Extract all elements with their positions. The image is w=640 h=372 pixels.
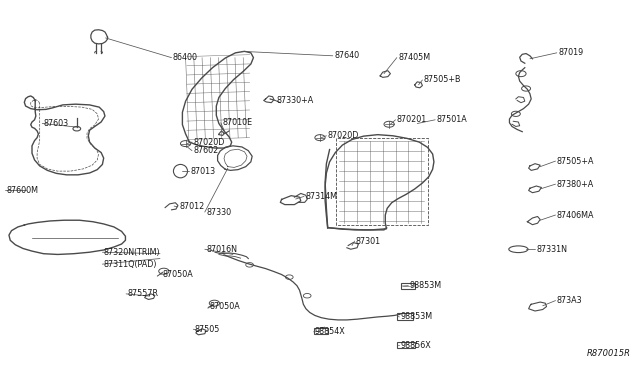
Text: R870015R: R870015R (586, 349, 630, 358)
Text: 87405M: 87405M (398, 53, 430, 62)
Text: 87020D: 87020D (328, 131, 359, 140)
Text: 87640: 87640 (334, 51, 359, 60)
Text: 87600M: 87600M (6, 186, 38, 195)
Text: 87311Q(PAD): 87311Q(PAD) (104, 260, 157, 269)
Text: 870201: 870201 (397, 115, 427, 124)
Text: 87501A: 87501A (436, 115, 467, 124)
Text: 87330+A: 87330+A (276, 96, 314, 105)
Text: 87406MA: 87406MA (557, 211, 595, 219)
Text: 98854X: 98854X (315, 327, 346, 336)
Text: 87380+A: 87380+A (557, 180, 594, 189)
Text: 87557R: 87557R (127, 289, 158, 298)
Text: 87603: 87603 (44, 119, 68, 128)
Text: 87320N(TRIM): 87320N(TRIM) (104, 248, 160, 257)
Text: 98856X: 98856X (401, 341, 431, 350)
Text: 87301: 87301 (356, 237, 381, 246)
Text: 87331N: 87331N (536, 245, 567, 254)
Text: 87016N: 87016N (206, 245, 237, 254)
Text: 87013: 87013 (191, 167, 216, 176)
Text: 87330: 87330 (206, 208, 231, 217)
Text: 87505: 87505 (195, 325, 220, 334)
Text: 98853M: 98853M (410, 281, 442, 290)
Text: 87019: 87019 (558, 48, 583, 57)
Text: 87050A: 87050A (163, 270, 193, 279)
Text: 87020D: 87020D (193, 138, 225, 147)
Text: 87602: 87602 (193, 146, 218, 155)
Text: 87505+B: 87505+B (424, 76, 461, 84)
Text: 87505+A: 87505+A (557, 157, 595, 166)
Text: 873A3: 873A3 (557, 296, 582, 305)
Text: 98853M: 98853M (401, 312, 433, 321)
Text: 86400: 86400 (173, 53, 198, 62)
Text: 87010E: 87010E (222, 118, 252, 127)
Text: 87050A: 87050A (210, 302, 241, 311)
Text: 87012: 87012 (179, 202, 204, 211)
Text: 87314M: 87314M (305, 192, 337, 201)
